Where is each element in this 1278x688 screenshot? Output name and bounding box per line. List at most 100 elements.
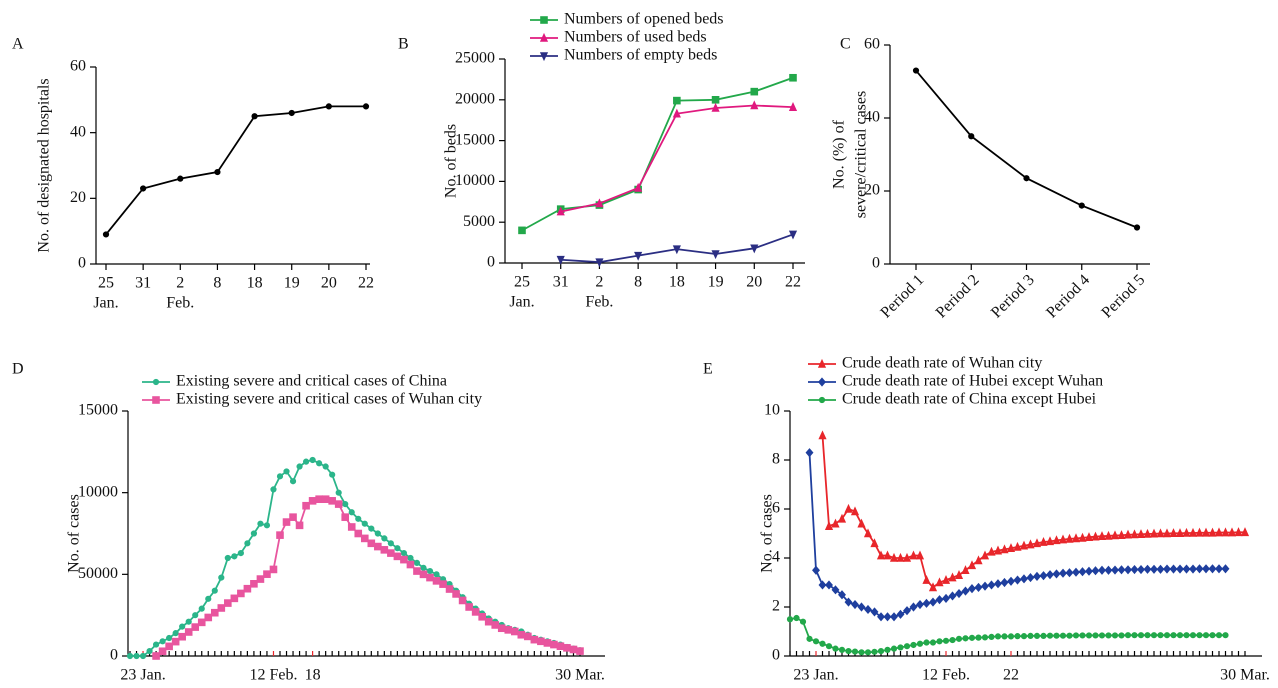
marker (1221, 564, 1230, 574)
y-tick-label: 6 (772, 500, 780, 517)
marker (420, 564, 427, 571)
marker (994, 579, 1002, 589)
marker (1163, 564, 1171, 574)
marker (1045, 536, 1055, 546)
marker (244, 540, 251, 547)
marker (387, 549, 395, 557)
marker (1131, 632, 1138, 639)
data-line (105, 105, 366, 236)
marker (1150, 632, 1158, 639)
marker (1007, 633, 1015, 640)
marker (1078, 202, 1085, 209)
marker (341, 513, 350, 521)
legend-marker (817, 358, 827, 368)
marker (1137, 632, 1145, 639)
marker (942, 637, 950, 644)
data-line (915, 69, 1138, 229)
marker (1169, 528, 1178, 538)
x-tick-label: 18 (305, 667, 321, 684)
marker (955, 588, 963, 599)
marker (159, 638, 166, 645)
x-tick-label: Period 4 (1043, 271, 1093, 321)
marker (711, 102, 720, 112)
marker (968, 133, 975, 140)
marker (1130, 529, 1139, 539)
marker (1136, 529, 1146, 539)
marker (883, 612, 892, 622)
marker (217, 604, 226, 612)
x-tick-label: 12 Feb. (922, 667, 970, 684)
marker (237, 589, 245, 598)
marker (1195, 564, 1204, 574)
marker (1032, 538, 1042, 548)
marker (922, 598, 931, 608)
marker (550, 640, 558, 649)
marker (750, 87, 759, 96)
marker (936, 638, 943, 645)
marker (471, 608, 480, 616)
marker (276, 531, 284, 539)
marker (1175, 528, 1185, 538)
legend-marker (539, 52, 549, 62)
marker (1156, 528, 1165, 538)
marker (1098, 632, 1106, 639)
marker (197, 618, 206, 627)
panel-label: D (12, 361, 24, 378)
marker (903, 606, 911, 616)
marker (825, 643, 833, 650)
marker (912, 67, 920, 74)
marker (556, 206, 565, 216)
marker (361, 520, 368, 527)
marker (400, 550, 408, 557)
marker (1065, 568, 1074, 578)
marker (884, 646, 891, 653)
marker (263, 522, 271, 529)
marker (374, 542, 382, 551)
marker (360, 534, 369, 543)
marker (296, 463, 303, 470)
marker (870, 607, 879, 617)
legend-label: Crude death rate of Hubei except Wuhan (842, 373, 1103, 390)
marker (818, 580, 827, 590)
marker (524, 632, 532, 641)
marker (556, 642, 565, 651)
marker (851, 648, 859, 655)
marker (1072, 632, 1080, 639)
marker (276, 473, 284, 480)
x-tick-label: 22 (358, 275, 374, 292)
marker (595, 258, 604, 268)
x-tick-label: 31 (135, 275, 151, 292)
x-sublabel: Jan. (509, 294, 534, 311)
marker (883, 550, 892, 560)
marker (518, 226, 526, 235)
marker (1221, 527, 1230, 537)
marker (1227, 527, 1237, 537)
marker (393, 552, 402, 561)
marker (1111, 565, 1119, 575)
marker (837, 513, 847, 523)
marker (504, 626, 513, 634)
marker (243, 584, 252, 593)
legend-marker (818, 396, 826, 404)
legend-marker (152, 378, 160, 386)
marker (1182, 527, 1191, 537)
marker (1071, 533, 1081, 543)
marker (192, 612, 199, 619)
marker (289, 513, 297, 521)
marker (1040, 632, 1047, 640)
marker (890, 612, 898, 622)
marker (325, 103, 332, 110)
legend-label: Crude death rate of Wuhan city (842, 355, 1042, 372)
x-tick-label: 31 (553, 274, 569, 291)
marker (381, 535, 388, 542)
marker (328, 497, 336, 505)
marker (916, 599, 924, 610)
marker (211, 587, 218, 594)
marker (374, 530, 381, 537)
y-tick-label: 2 (772, 598, 780, 615)
marker (711, 96, 720, 104)
marker (1234, 527, 1243, 537)
panel-label: C (840, 36, 851, 53)
marker (799, 618, 807, 625)
